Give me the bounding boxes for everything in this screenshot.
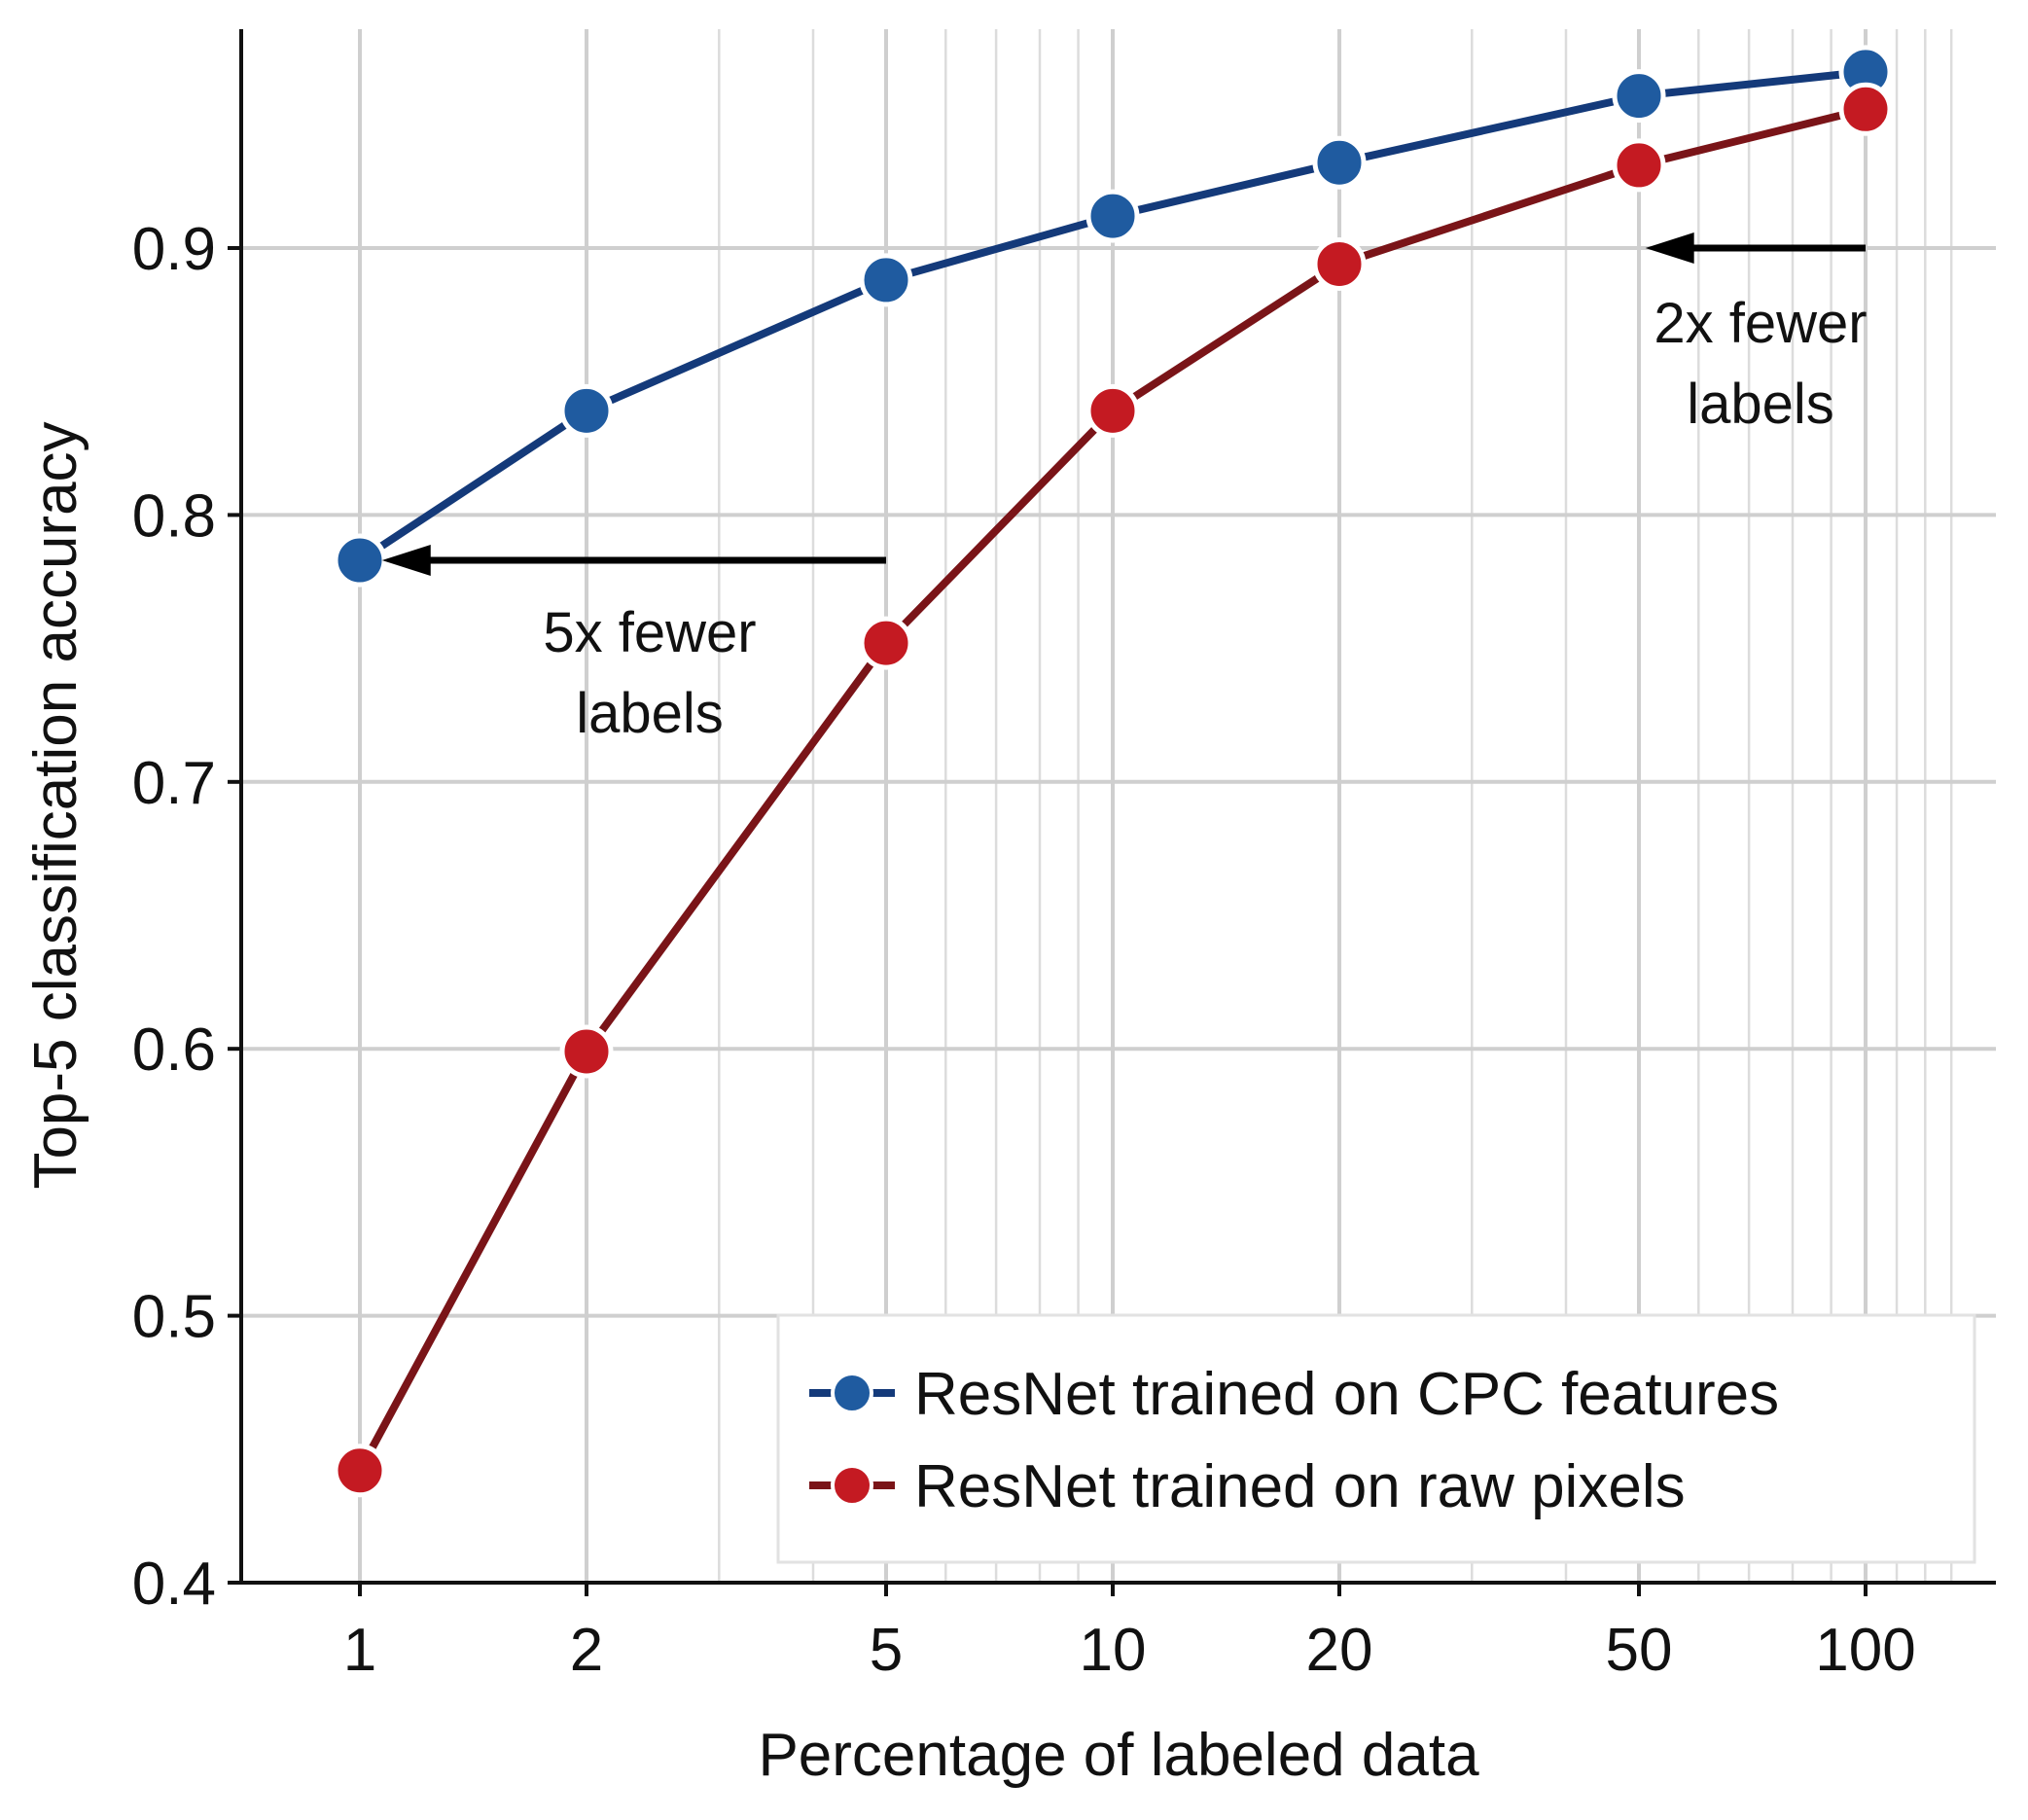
five-x-annotation-line1: 5x fewer (543, 601, 756, 664)
data-point-series-1 (333, 1444, 387, 1498)
two-x-annotation-line2: labels (1687, 373, 1834, 436)
x-tick-label: 2 (570, 1617, 603, 1684)
data-point-series-1 (1838, 82, 1893, 136)
data-point-series-1 (859, 616, 913, 670)
legend-box (776, 1313, 1976, 1564)
data-point-series-0 (559, 383, 614, 438)
x-tick-label: 10 (1080, 1617, 1147, 1684)
legend-swatch-marker-raw (831, 1464, 873, 1507)
data-point-series-0 (333, 533, 387, 588)
legend-label-raw: ResNet trained on raw pixels (914, 1453, 1686, 1520)
five-x-annotation-line2: labels (576, 682, 724, 745)
axes (239, 29, 1996, 1585)
legend-label-cpc: ResNet trained on CPC features (914, 1361, 1779, 1428)
y-tick-label: 0.9 (132, 216, 216, 283)
data-point-series-0 (1612, 69, 1666, 124)
x-tick-labels: 1 2 5 10 20 50 100 (343, 1583, 1916, 1684)
data-point-series-0 (1085, 189, 1140, 243)
data-point-series-0 (859, 253, 913, 307)
y-tick-label: 0.4 (132, 1551, 216, 1618)
x-tick-label: 100 (1815, 1617, 1915, 1684)
two-x-arrow-head (1645, 232, 1694, 264)
x-tick-label: 5 (870, 1617, 903, 1684)
data-point-series-1 (1085, 383, 1140, 438)
legend-swatch-marker-cpc (831, 1372, 873, 1414)
data-point-series-1 (1312, 236, 1367, 291)
y-tick-label: 0.7 (132, 750, 216, 817)
y-tick-label: 0.6 (132, 1017, 216, 1084)
legend: ResNet trained on CPC features ResNet tr… (776, 1313, 1976, 1564)
x-axis-title: Percentage of labeled data (758, 1722, 1479, 1789)
y-tick-label: 0.8 (132, 482, 216, 550)
five-x-arrow-head (381, 545, 431, 577)
annotations: 5x fewer labels 2x fewer labels (381, 232, 1868, 745)
x-tick-label: 1 (343, 1617, 376, 1684)
two-x-annotation-line1: 2x fewer (1654, 292, 1867, 355)
y-tick-label: 0.5 (132, 1284, 216, 1351)
data-point-series-1 (1612, 138, 1666, 193)
series (333, 45, 1893, 1498)
x-tick-label: 50 (1606, 1617, 1673, 1684)
data-point-series-1 (559, 1024, 614, 1079)
y-tick-labels: 0.4 0.5 0.6 0.7 0.8 0.9 (132, 216, 241, 1618)
data-point-series-0 (1312, 135, 1367, 190)
y-axis-title: Top-5 classification accuracy (22, 421, 89, 1189)
x-tick-label: 20 (1306, 1617, 1373, 1684)
